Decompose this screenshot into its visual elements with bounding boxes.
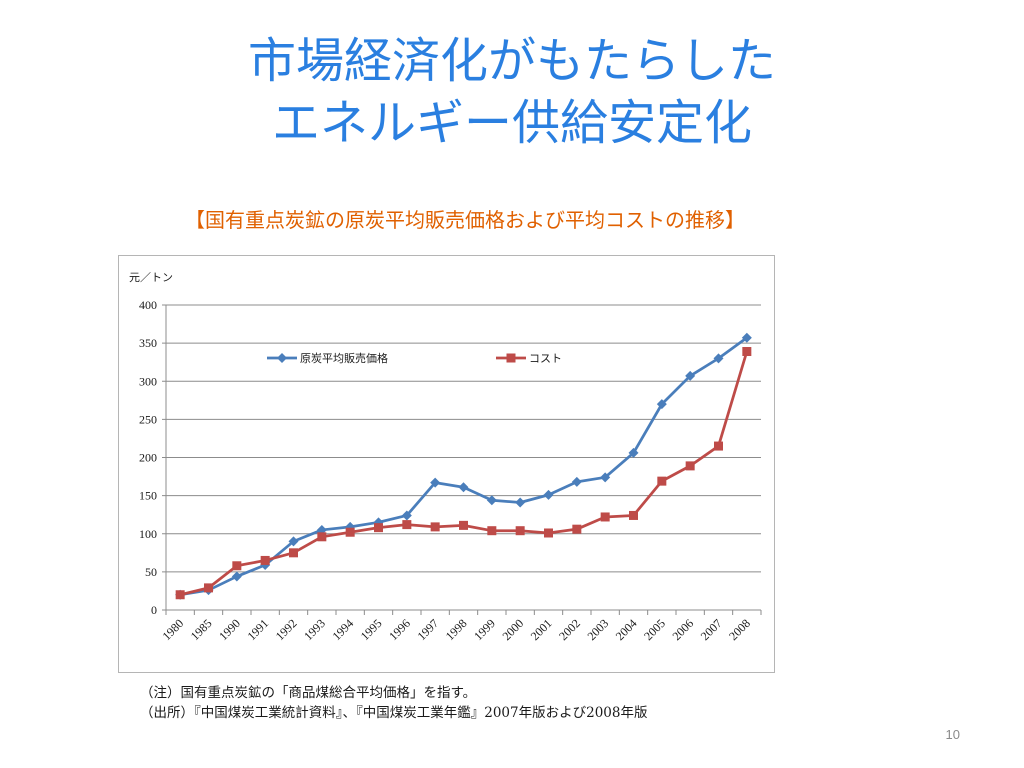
- y-tick-label-200: 200: [139, 451, 157, 465]
- series-1-point-1999: [487, 526, 497, 536]
- series-0-point-1992: [288, 536, 299, 547]
- x-tick-label-1992: 1992: [273, 616, 300, 643]
- legend-marker-1: [506, 353, 516, 363]
- chart-source: （出所）『中国煤炭工業統計資料』、『中国煤炭工業年鑑』2007年版および2008…: [140, 705, 648, 721]
- slide-title-line-1: 市場経済化がもたらした: [247, 33, 776, 89]
- series-1-point-1993: [317, 532, 327, 542]
- series-1-point-2005: [657, 476, 667, 486]
- x-tick-label-1985: 1985: [188, 616, 215, 643]
- y-tick-label-50: 50: [145, 565, 157, 579]
- x-tick-label-2002: 2002: [556, 616, 583, 643]
- slide-title-line-2: エネルギー供給安定化: [271, 95, 752, 151]
- y-tick-label-100: 100: [139, 527, 157, 541]
- x-tick-label-1991: 1991: [244, 616, 271, 643]
- series-0-point-2001: [543, 489, 554, 500]
- series-0-point-1990: [231, 571, 242, 582]
- x-tick-label-1993: 1993: [301, 616, 328, 643]
- series-0-point-2000: [515, 497, 526, 508]
- chart-note: （注）国有重点炭鉱の「商品煤総合平均価格」を指す。: [140, 685, 477, 701]
- series-1-point-2006: [685, 461, 695, 471]
- page-number: 10: [945, 727, 960, 742]
- y-tick-label-400: 400: [139, 298, 157, 312]
- series-1-point-1980: [175, 590, 185, 600]
- x-tick-label-2001: 2001: [528, 616, 555, 643]
- x-tick-label-1998: 1998: [443, 616, 470, 643]
- x-tick-label-1990: 1990: [216, 616, 243, 643]
- series-1-point-2001: [544, 528, 553, 538]
- y-tick-label-350: 350: [139, 336, 157, 350]
- series-0-point-2006: [685, 370, 696, 381]
- series-0-point-2005: [656, 399, 667, 410]
- series-0-point-2004: [628, 447, 639, 458]
- x-tick-label-2006: 2006: [669, 616, 696, 643]
- slide-title: 市場経済化がもたらした エネルギー供給安定化: [0, 30, 1024, 154]
- x-tick-label-1980: 1980: [159, 616, 186, 643]
- series-1-point-1985: [204, 583, 213, 593]
- line-chart: 0 50 100 150 200 250 300 350 400 1980 1985 1990 1991…: [129, 271, 762, 643]
- series-0-point-1996: [401, 510, 412, 521]
- series-1-point-2004: [629, 510, 638, 520]
- legend-marker-0: [277, 353, 287, 363]
- x-tick-label-1995: 1995: [358, 616, 385, 643]
- series-1-point-2000: [515, 526, 525, 536]
- chart-caption: 【国有重点炭鉱の原炭平均販売価格および平均コストの推移】: [185, 208, 745, 232]
- y-tick-label-0: 0: [151, 603, 157, 617]
- notes: （注）国有重点炭鉱の「商品煤総合平均価格」を指す。 （出所）『中国煤炭工業統計資…: [140, 683, 647, 723]
- series-0-point-2003: [600, 472, 611, 483]
- x-tick-label-2003: 2003: [584, 616, 611, 643]
- series-1-point-2003: [600, 512, 610, 522]
- legend-label-1: コスト: [529, 352, 562, 365]
- series-0-point-1997: [430, 477, 441, 488]
- series-1-point-1997: [430, 522, 440, 532]
- y-axis-label: 元／トン: [129, 271, 173, 284]
- series-1-point-1995: [374, 523, 383, 533]
- x-tick-label-1994: 1994: [329, 616, 356, 643]
- y-tick-label-300: 300: [139, 374, 157, 388]
- series-0-point-2002: [571, 476, 582, 487]
- x-tick-label-2007: 2007: [698, 616, 725, 643]
- series-1-point-1990: [232, 561, 242, 571]
- series-0-point-1998: [458, 482, 469, 493]
- series-1-point-1994: [345, 527, 355, 537]
- x-tick-label-2008: 2008: [726, 616, 753, 643]
- series-1-point-1996: [402, 520, 412, 530]
- series-1-point-1998: [459, 520, 468, 530]
- x-tick-label-1996: 1996: [386, 616, 413, 643]
- legend-label-0: 原炭平均販売価格: [300, 351, 388, 365]
- y-tick-label-150: 150: [139, 489, 157, 503]
- y-tick-label-250: 250: [139, 412, 157, 426]
- series-1-point-1992: [289, 548, 298, 558]
- x-tick-label-2005: 2005: [641, 616, 668, 643]
- series-0-point-2007: [713, 353, 724, 364]
- series-1-point-2008: [742, 347, 752, 357]
- series-1-point-2007: [714, 441, 723, 451]
- series-0-point-2008: [741, 332, 752, 343]
- x-tick-label-2000: 2000: [499, 616, 526, 643]
- series-1-point-1991: [260, 555, 270, 565]
- series-1-point-2002: [572, 524, 582, 534]
- series-0-point-1999: [486, 495, 497, 506]
- x-tick-label-1997: 1997: [414, 616, 441, 643]
- x-tick-label-1999: 1999: [471, 616, 498, 643]
- x-tick-label-2004: 2004: [613, 616, 640, 643]
- chart-frame: 0 50 100 150 200 250 300 350 400 1980 1985 1990 1991…: [118, 255, 775, 673]
